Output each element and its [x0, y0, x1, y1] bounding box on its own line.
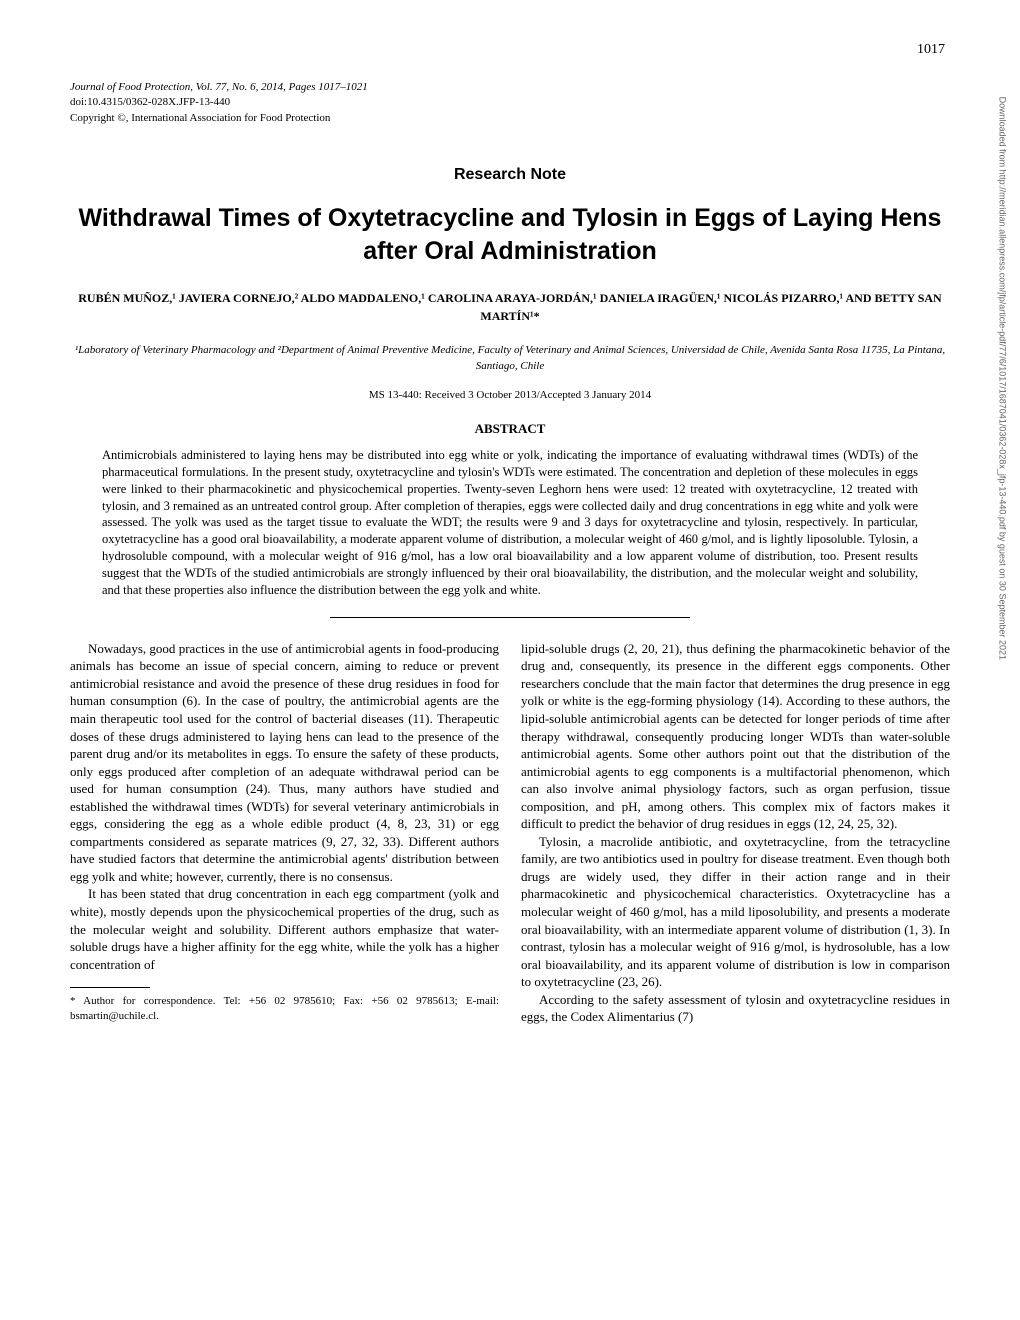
abstract-heading: ABSTRACT	[70, 421, 950, 437]
journal-info: Journal of Food Protection, Vol. 77, No.…	[70, 80, 950, 126]
body-paragraph: Tylosin, a macrolide antibiotic, and oxy…	[521, 833, 950, 991]
section-divider	[330, 617, 690, 618]
ms-info: MS 13-440: Received 3 October 2013/Accep…	[70, 389, 950, 401]
main-content: Nowadays, good practices in the use of a…	[70, 640, 950, 1026]
right-column: lipid-soluble drugs (2, 20, 21), thus de…	[521, 640, 950, 1026]
download-watermark: Downloaded from http://meridian.allenpre…	[997, 97, 1007, 660]
body-paragraph: It has been stated that drug concentrati…	[70, 885, 499, 973]
affiliations: ¹Laboratory of Veterinary Pharmacology a…	[70, 343, 950, 374]
correspondence-footnote: * Author for correspondence. Tel: +56 02…	[70, 994, 499, 1024]
body-paragraph: Nowadays, good practices in the use of a…	[70, 640, 499, 886]
article-title: Withdrawal Times of Oxytetracycline and …	[70, 202, 950, 267]
journal-title: Journal of Food Protection, Vol. 77, No.…	[70, 80, 950, 95]
left-column: Nowadays, good practices in the use of a…	[70, 640, 499, 1026]
body-paragraph: According to the safety assessment of ty…	[521, 991, 950, 1026]
abstract-text: Antimicrobials administered to laying he…	[70, 447, 950, 599]
body-paragraph: lipid-soluble drugs (2, 20, 21), thus de…	[521, 640, 950, 833]
footnote-divider	[70, 987, 150, 988]
research-note-label: Research Note	[70, 166, 950, 184]
journal-copyright: Copyright ©, International Association f…	[70, 111, 950, 126]
journal-doi: doi:10.4315/0362-028X.JFP-13-440	[70, 95, 950, 110]
page-number: 1017	[917, 42, 945, 58]
authors: RUBÉN MUÑOZ,¹ JAVIERA CORNEJO,² ALDO MAD…	[70, 289, 950, 325]
